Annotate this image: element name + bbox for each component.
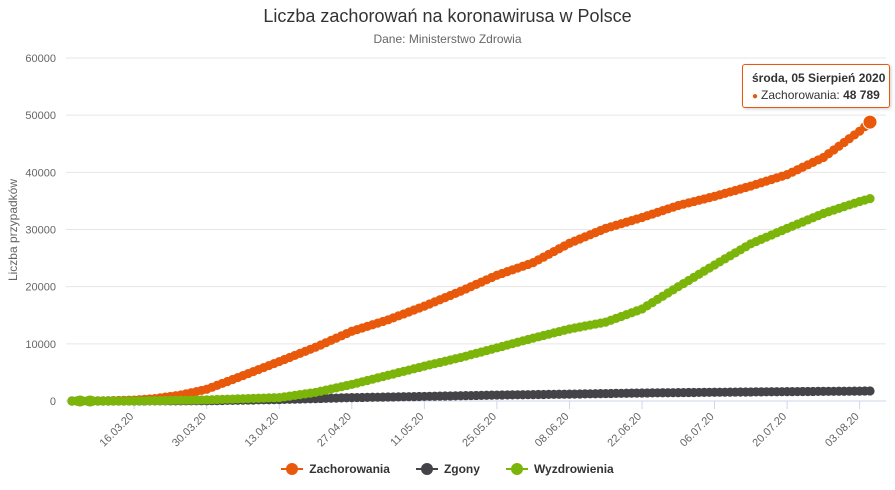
tooltip-series-label: Zachorowania (761, 88, 837, 102)
data-point[interactable] (865, 386, 875, 396)
chart-subtitle: Dane: Ministerstwo Zdrowia (373, 32, 522, 46)
x-tick-label: 30.03.20 (170, 411, 209, 450)
legend-item-zgony[interactable]: Zgony (415, 462, 480, 476)
legend-swatch-icon (415, 463, 438, 475)
x-axis-ticks: 16.03.20 30.03.20 13.04.20 27.04.20 11.05.20… (98, 401, 862, 449)
tooltip-value: 48 789 (843, 88, 880, 102)
series-markers[interactable] (67, 114, 878, 407)
y-tick-label: 30000 (25, 225, 56, 237)
tooltip-title: środa, 05 Sierpień 2020 (752, 71, 886, 85)
series-zachorowania[interactable] (67, 117, 875, 406)
legend-item-zachorowania[interactable]: Zachorowania (281, 462, 390, 476)
y-tick-label: 60000 (25, 53, 56, 65)
x-tick-label: 11.05.20 (388, 411, 426, 449)
legend-swatch-icon (505, 463, 528, 475)
x-tick-label: 06.07.20 (678, 411, 717, 450)
legend-label: Wyzdrowienia (533, 462, 614, 476)
y-axis-title: Liczba przypadków (6, 179, 20, 281)
x-tick-label: 08.06.20 (533, 411, 572, 450)
start-marker[interactable] (74, 395, 86, 407)
x-tick-label: 27.04.20 (315, 411, 354, 450)
highlighted-data-point[interactable] (862, 114, 878, 130)
y-tick-label: 40000 (25, 167, 56, 179)
tooltip: środa, 05 Sierpień 2020 ● Zachorowania: 4… (742, 64, 890, 108)
chart-title: Liczba zachorowań na koronawirusa w Pols… (263, 6, 632, 26)
x-tick-label: 25.05.20 (460, 411, 499, 450)
legend-label: Zgony (443, 462, 480, 476)
legend-swatch-icon (281, 463, 304, 475)
legend: Zachorowania Zgony Wyzdrowienia (0, 462, 895, 476)
x-tick-label: 03.08.20 (823, 411, 862, 450)
legend-item-wyzdrowienia[interactable]: Wyzdrowienia (505, 462, 614, 476)
tooltip-dot-icon: ● (752, 91, 759, 102)
x-tick-label: 20.07.20 (750, 411, 789, 450)
x-tick-label: 16.03.20 (98, 411, 137, 450)
x-tick-label: 13.04.20 (243, 411, 282, 450)
y-tick-label: 50000 (25, 110, 56, 122)
x-tick-label: 22.06.20 (605, 411, 644, 450)
y-axis-ticks: 0 10000 20000 30000 40000 50000 60000 (25, 53, 56, 408)
y-tick-label: 10000 (25, 339, 56, 351)
y-tick-label: 0 (50, 396, 56, 408)
start-marker[interactable] (84, 395, 96, 407)
gridlines (66, 57, 886, 402)
legend-label: Zachorowania (309, 462, 390, 476)
tooltip-line: ● Zachorowania: 48 789 (752, 88, 880, 102)
series-wyzdrowienia[interactable] (67, 194, 875, 406)
data-point[interactable] (865, 194, 875, 204)
y-tick-label: 20000 (25, 282, 56, 294)
